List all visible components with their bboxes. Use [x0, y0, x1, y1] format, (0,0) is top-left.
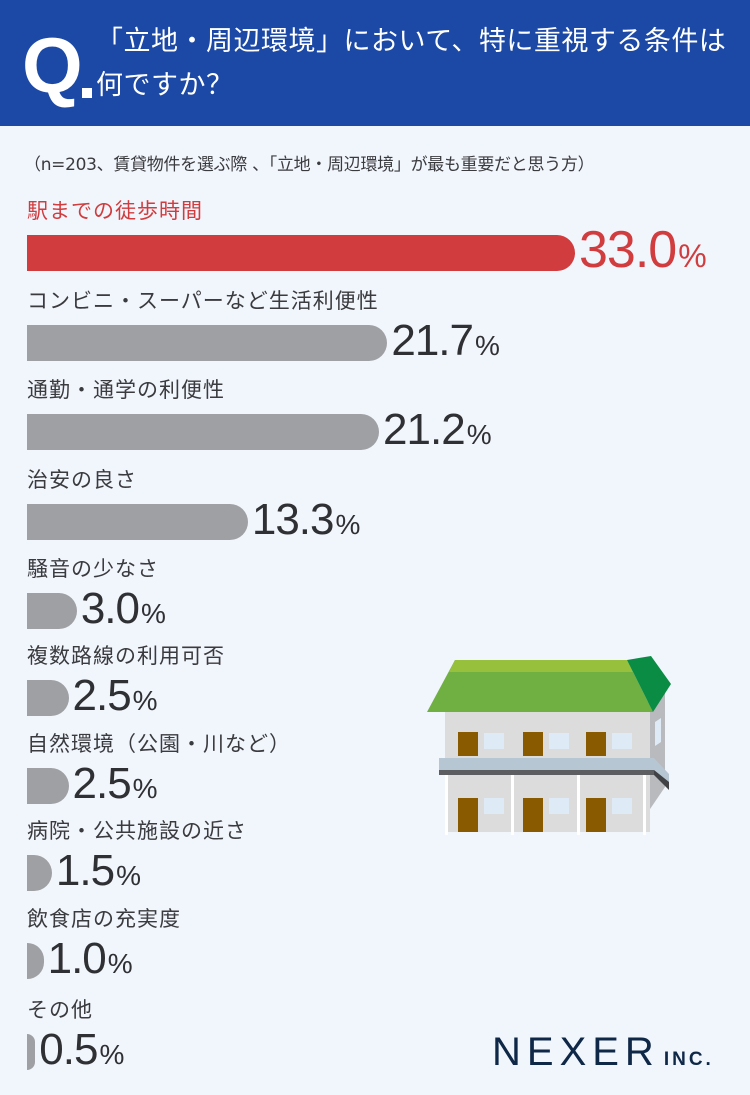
row-label: 騒音の少なさ [27, 557, 159, 581]
value-number: 21.7 [391, 315, 474, 365]
value-label: 2.5% [72, 670, 158, 725]
percent-unit: % [132, 772, 158, 804]
percent-unit: % [99, 1038, 125, 1070]
value-number: 21.2 [383, 404, 466, 454]
percent-unit: % [116, 859, 141, 891]
percent-unit: % [466, 418, 492, 450]
bar-line: 3.0% [27, 583, 166, 638]
logo-sub-text: INC. [663, 1049, 714, 1070]
chart-row: コンビニ・スーパーなど生活利便性 21.7% [27, 285, 500, 367]
chart-row: 自然環境（公園・川など） 2.5% [27, 728, 291, 810]
bar-line: 21.7% [27, 315, 500, 370]
row-label: コンビニ・スーパーなど生活利便性 [27, 289, 379, 313]
nexer-logo: NEXER INC. [492, 1030, 714, 1075]
bar [27, 414, 380, 450]
percent-unit: % [140, 597, 166, 629]
chart-row: 治安の良さ 13.3% [27, 464, 360, 546]
question-text: 「立地・周辺環境」において、特に重視する条件は何ですか？ [96, 26, 727, 101]
q-dot-icon [82, 88, 92, 98]
question-header: Q 「立地・周辺環境」において、特に重視する条件は何ですか？ [0, 0, 750, 126]
bar-line: 1.0% [27, 933, 181, 988]
percent-unit: % [132, 684, 158, 716]
chart-row: その他 0.5% [27, 994, 124, 1076]
percent-unit: % [678, 238, 707, 274]
bar [27, 680, 69, 716]
row-label: 病院・公共施設の近さ [27, 819, 247, 843]
apartment-illustration-icon [427, 656, 671, 835]
chart-row: 飲食店の充実度 1.0% [27, 903, 181, 985]
value-label: 33.0% [579, 224, 707, 280]
row-label: 駅までの徒歩時間 [27, 199, 203, 223]
value-number: 2.5 [72, 670, 132, 720]
bar [27, 943, 44, 979]
value-label: 21.2% [383, 404, 492, 459]
q-mark: Q [22, 21, 83, 109]
value-number: 2.5 [72, 758, 132, 808]
bar-line: 2.5% [27, 670, 225, 725]
value-label: 21.7% [391, 315, 500, 370]
percent-unit: % [474, 329, 500, 361]
bar [27, 235, 575, 271]
value-number: 3.0 [80, 583, 140, 633]
bar [27, 768, 69, 804]
chart-row: 複数路線の利用可否 2.5% [27, 640, 225, 722]
value-label: 3.0% [80, 583, 166, 638]
chart-row: 駅までの徒歩時間 33.0% [27, 195, 707, 277]
row-label: 飲食店の充実度 [27, 907, 181, 931]
value-label: 1.5% [55, 845, 141, 900]
value-number: 1.5 [55, 845, 115, 895]
value-number: 33.0 [579, 221, 677, 279]
bar [27, 855, 52, 891]
bar-line: 33.0% [27, 224, 707, 280]
row-label: 通勤・通学の利便性 [27, 378, 225, 402]
bar [27, 1034, 36, 1070]
row-label: 自然環境（公園・川など） [27, 732, 291, 756]
bar [27, 593, 77, 629]
bar-line: 1.5% [27, 845, 247, 900]
chart-row: 通勤・通学の利便性 21.2% [27, 374, 492, 456]
row-label: 複数路線の利用可否 [27, 644, 225, 668]
sample-note: （n=203、賃貸物件を選ぶ際 、「立地・周辺環境」が最も重要だと思う方） [24, 155, 595, 175]
bar [27, 504, 248, 540]
value-label: 2.5% [72, 758, 158, 813]
percent-unit: % [335, 508, 361, 540]
value-label: 1.0% [47, 933, 133, 988]
value-number: 13.3 [251, 494, 335, 544]
bar [27, 325, 388, 361]
value-number: 0.5 [39, 1024, 98, 1074]
bar-line: 2.5% [27, 758, 291, 813]
bar-line: 0.5% [27, 1024, 125, 1079]
bar-line: 13.3% [27, 494, 361, 549]
row-label: 治安の良さ [27, 468, 137, 492]
chart-row: 騒音の少なさ 3.0% [27, 553, 166, 635]
bar-line: 21.2% [27, 404, 492, 459]
value-number: 1.0 [47, 933, 107, 983]
value-label: 0.5% [39, 1024, 125, 1079]
chart-row: 病院・公共施設の近さ 1.5% [27, 815, 247, 897]
row-label: その他 [27, 998, 93, 1022]
percent-unit: % [107, 947, 133, 979]
value-label: 13.3% [251, 494, 361, 549]
logo-main-text: NEXER [492, 1030, 660, 1074]
